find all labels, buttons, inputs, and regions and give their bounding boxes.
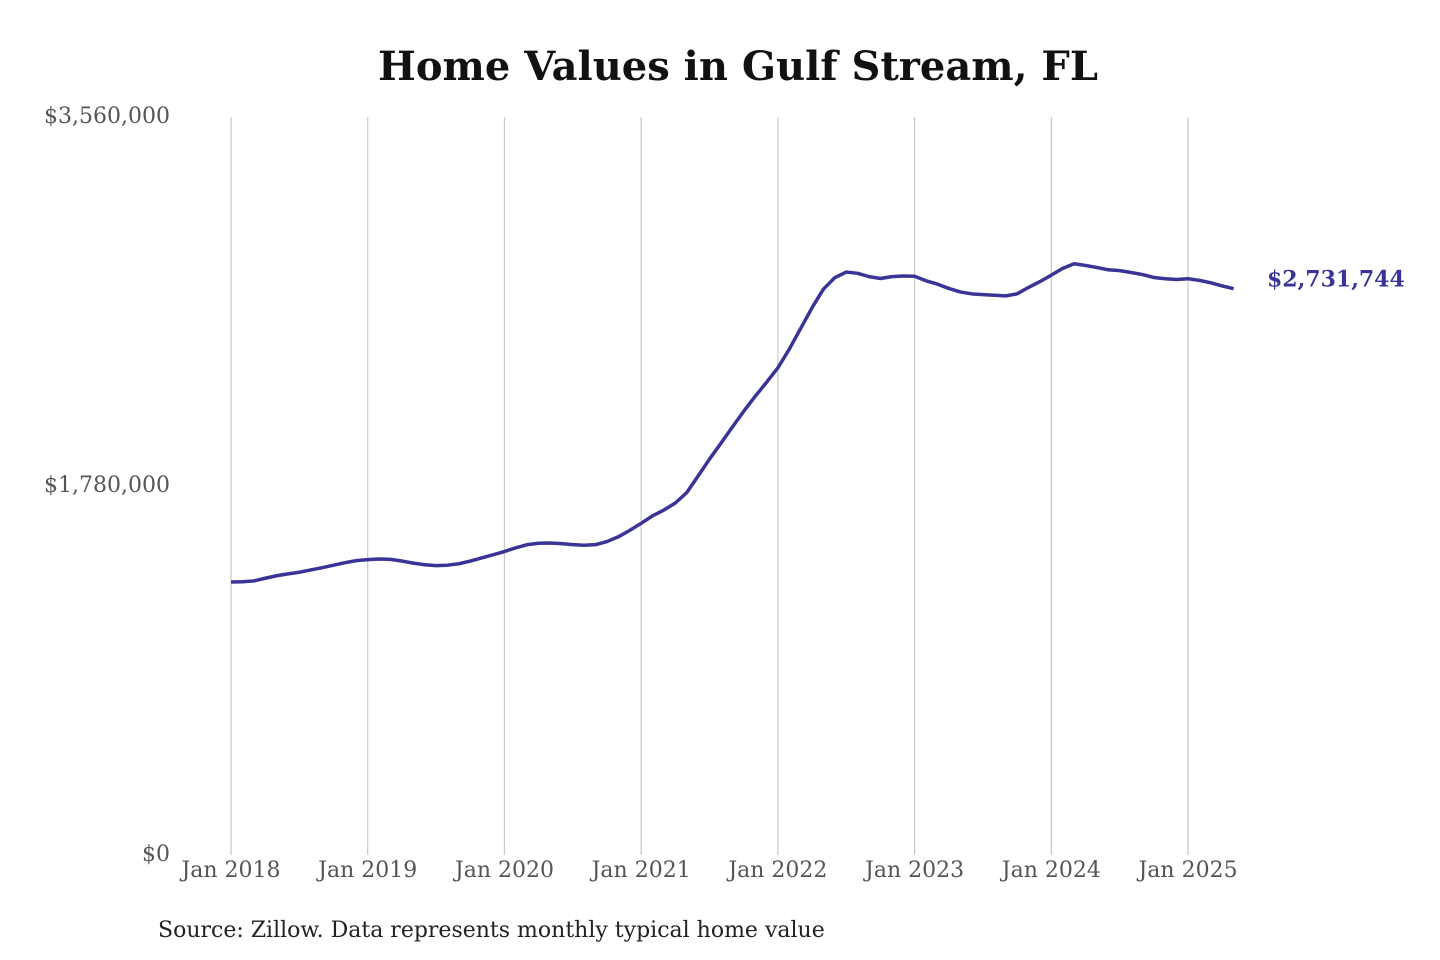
source-note: Source: Zillow. Data represents monthly …	[158, 918, 825, 943]
y-tick-label: $0	[142, 842, 170, 867]
x-tick-label: Jan 2023	[863, 858, 964, 883]
x-tick-label: Jan 2025	[1136, 858, 1237, 883]
chart-title: Home Values in Gulf Stream, FL	[378, 43, 1098, 90]
x-tick-label: Jan 2018	[179, 858, 280, 883]
y-tick-label: $3,560,000	[44, 104, 170, 129]
end-value-label: $2,731,744	[1267, 267, 1405, 293]
x-tick-label: Jan 2020	[453, 858, 554, 883]
x-tick-label: Jan 2024	[1000, 858, 1101, 883]
x-tick-label: Jan 2019	[316, 858, 417, 883]
x-tick-label: Jan 2021	[590, 858, 691, 883]
line-series	[230, 262, 1235, 584]
y-tick-label: $1,780,000	[44, 473, 170, 498]
x-tick-label: Jan 2022	[726, 858, 827, 883]
